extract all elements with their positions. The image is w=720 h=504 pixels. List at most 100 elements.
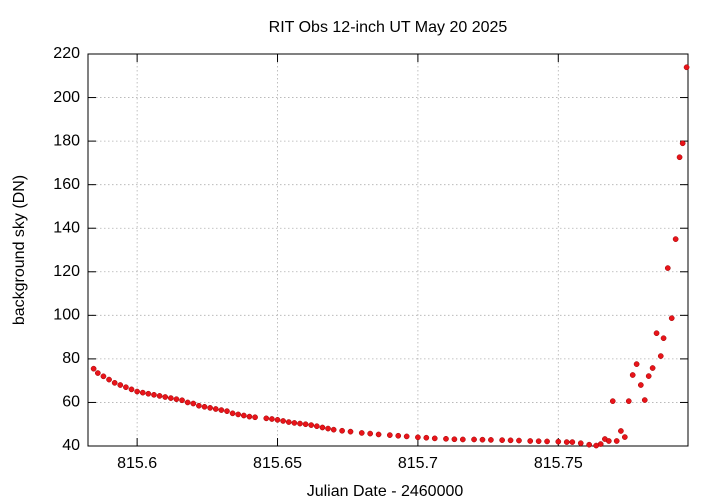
data-point — [184, 399, 191, 406]
data-point — [173, 396, 180, 403]
data-point — [625, 398, 632, 404]
data-point — [499, 437, 505, 443]
data-point — [613, 438, 620, 444]
x-axis-label: Julian Date - 2460000 — [307, 483, 464, 500]
data-point — [386, 432, 393, 438]
data-point — [106, 376, 112, 383]
data-point — [451, 436, 458, 443]
data-point — [269, 416, 275, 422]
data-point — [488, 437, 494, 443]
x-tick-label: 815.65 — [253, 455, 302, 472]
data-point — [544, 438, 550, 445]
data-point — [190, 400, 197, 407]
data-point — [167, 395, 174, 401]
data-point — [649, 365, 656, 371]
data-point — [291, 420, 298, 426]
data-point — [263, 415, 270, 422]
data-point — [308, 422, 315, 428]
data-point — [156, 393, 163, 399]
data-point — [224, 408, 230, 415]
data-point — [313, 423, 320, 430]
data-point — [179, 397, 185, 404]
data-point — [459, 436, 466, 443]
data-point — [280, 418, 286, 424]
data-point — [134, 388, 140, 395]
chart-title: RIT Obs 12-inch UT May 20 2025 — [269, 19, 508, 36]
data-point — [229, 410, 236, 417]
data-point — [100, 373, 107, 380]
data-point — [325, 425, 331, 432]
data-point — [117, 382, 124, 388]
data-point — [302, 421, 309, 428]
data-point — [683, 64, 690, 71]
data-point — [431, 435, 438, 442]
data-point — [339, 427, 345, 434]
data-point — [375, 431, 382, 438]
y-tick-label: 120 — [53, 263, 80, 280]
data-point — [645, 373, 652, 379]
data-point — [367, 430, 374, 437]
data-point — [679, 140, 686, 147]
data-point — [672, 236, 679, 242]
data-point — [569, 439, 576, 445]
data-point — [285, 419, 292, 425]
data-point — [111, 379, 118, 386]
data-point — [621, 434, 628, 440]
data-point — [527, 438, 534, 444]
y-tick-label: 80 — [62, 350, 80, 367]
y-tick-label: 100 — [53, 307, 80, 324]
data-point — [653, 330, 660, 337]
data-point — [235, 411, 242, 418]
data-point — [555, 438, 562, 445]
data-point — [319, 424, 326, 431]
data-point — [246, 413, 253, 420]
data-point — [395, 432, 402, 439]
data-point — [577, 440, 584, 447]
data-point — [507, 437, 514, 444]
data-point — [201, 403, 208, 410]
data-point — [637, 382, 644, 388]
y-tick-label: 220 — [53, 45, 80, 62]
data-point — [403, 433, 410, 440]
data-point — [240, 412, 247, 419]
data-point — [443, 435, 449, 442]
data-point — [586, 441, 593, 448]
data-point — [139, 389, 146, 396]
data-point — [597, 441, 604, 447]
y-tick-label: 160 — [53, 176, 80, 193]
data-point — [657, 353, 664, 359]
data-point — [252, 414, 258, 421]
data-point — [629, 372, 636, 378]
x-tick-label: 815.6 — [117, 455, 157, 472]
x-tick-label: 815.75 — [534, 455, 583, 472]
data-point — [423, 434, 430, 441]
x-tick-label: 815.7 — [398, 455, 438, 472]
y-axis-label: background sky (DN) — [11, 175, 28, 325]
data-point — [123, 384, 129, 391]
data-point — [196, 402, 202, 409]
y-tick-label: 200 — [53, 89, 80, 106]
data-point — [641, 397, 648, 403]
data-point — [676, 154, 683, 161]
y-tick-label: 40 — [62, 437, 80, 454]
data-point — [212, 406, 219, 412]
data-point — [218, 407, 225, 413]
data-point — [94, 370, 101, 376]
plot-frame — [87, 53, 689, 447]
data-point — [660, 335, 667, 342]
data-point — [90, 365, 97, 372]
data-point — [471, 436, 477, 443]
data-point — [330, 426, 337, 433]
data-point — [516, 437, 522, 444]
y-tick-label: 60 — [62, 394, 80, 411]
y-tick-label: 140 — [53, 219, 80, 236]
data-point — [535, 438, 542, 445]
data-point — [274, 417, 281, 423]
data-point — [563, 439, 570, 445]
data-point — [347, 428, 354, 435]
data-point — [664, 265, 671, 271]
data-point — [415, 434, 421, 441]
data-point — [668, 315, 675, 322]
data-point — [297, 420, 303, 427]
